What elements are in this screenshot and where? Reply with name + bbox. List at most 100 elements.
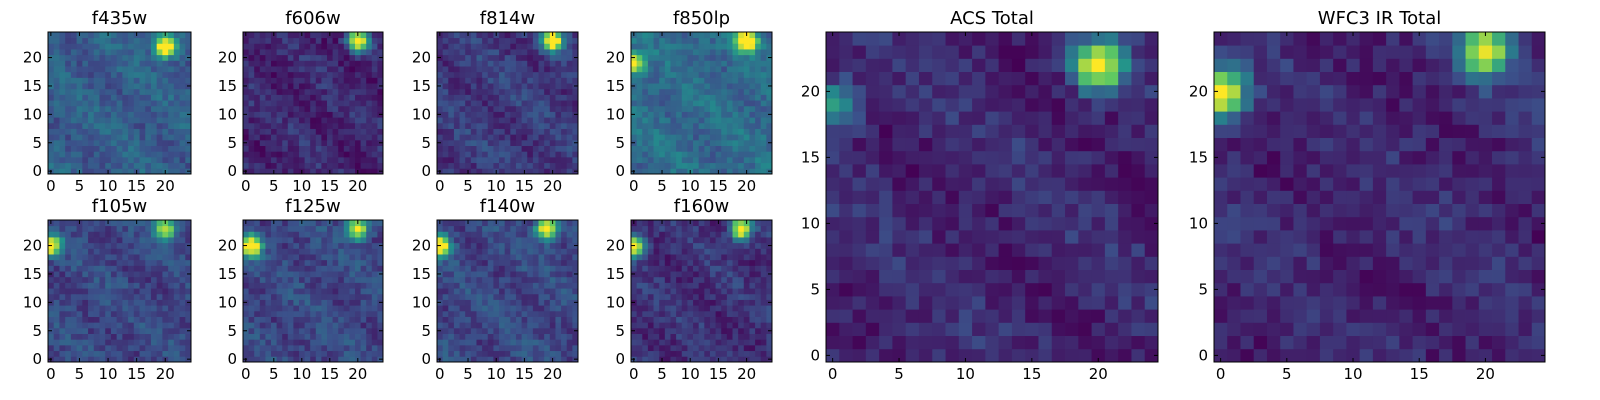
heatmap-cell [732,356,739,363]
heatmap-cell [133,322,140,329]
heatmap-cell [755,282,762,289]
heatmap-cell [538,83,545,90]
heatmap-cell [532,83,539,90]
heatmap-cell [732,145,739,152]
heatmap-cell [338,94,345,101]
heatmap-cell [360,316,367,323]
heatmap-cell [732,162,739,169]
heatmap-cell [343,282,350,289]
heatmap-cell [555,94,562,101]
heatmap-cell [538,231,545,238]
heatmap-cell [150,122,158,129]
heatmap-cell [459,66,466,73]
heatmap-cell [499,71,506,78]
heatmap-cell [470,134,477,141]
heatmap-cell [304,168,311,175]
heatmap-cell [721,54,728,61]
heatmap-cell [521,265,528,272]
heatmap-cell [259,288,266,295]
heatmap-cell [504,310,511,317]
heatmap-cell [133,100,140,107]
heatmap-cell [499,111,506,118]
heatmap-cell [544,43,551,50]
heatmap-cell [65,43,72,50]
heatmap-cell [459,231,466,238]
heatmap-cell [544,344,551,352]
heatmap-cell [693,282,700,289]
heatmap-cell [377,293,384,300]
heatmap-cell [676,105,683,112]
heatmap-cell [259,88,266,95]
heatmap-cell [676,168,683,175]
heatmap-cell [259,100,266,107]
heatmap-cell [377,94,384,101]
heatmap-cell [366,242,373,249]
heatmap-cell [631,105,638,112]
heatmap-cell [755,350,762,357]
heatmap-cell [343,242,350,249]
heatmap-cell [504,237,511,244]
heatmap-cell [721,60,728,67]
heatmap-cell [366,105,373,112]
heatmap-cell [366,77,373,84]
heatmap-cell [664,77,671,84]
heatmap-cell [636,32,643,39]
heatmap-cell [139,168,146,175]
heatmap-cell [482,43,489,50]
heatmap-cell [366,356,373,363]
heatmap-cell [515,100,522,107]
heatmap-cell [561,168,568,175]
heatmap-cell [377,88,384,95]
heatmap-cell [168,271,175,278]
heatmap-cell [544,282,551,289]
heatmap-cell [48,231,55,238]
heatmap-cell [65,299,72,306]
heatmap-cell [179,128,186,135]
heatmap-cell [499,83,506,90]
heatmap-cell [647,105,654,112]
heatmap-cell [133,37,140,44]
heatmap-cell [254,128,261,135]
heatmap-cell [145,88,152,95]
heatmap-cell [276,299,283,306]
heatmap-cell [248,231,255,238]
heatmap-cell [65,254,72,261]
heatmap-cell [76,350,83,357]
heatmap-cell [185,145,192,152]
heatmap-cell [521,333,528,340]
heatmap-cell [470,60,477,67]
heatmap-cell [156,293,163,300]
heatmap-cell [116,276,123,283]
heatmap-cell [332,356,339,363]
heatmap-cell [527,88,534,95]
heatmap-cell [360,105,367,112]
heatmap-cell [566,71,573,78]
heatmap-cell [343,288,350,295]
heatmap-cell [162,105,169,112]
heatmap-cell [721,71,728,78]
heatmap-cell [304,139,311,146]
heatmap-cell [110,128,118,135]
heatmap-cell [726,66,733,73]
heatmap-cell [755,94,762,101]
heatmap-cell [53,94,60,101]
heatmap-cell [355,117,361,124]
heatmap-cell [276,37,283,44]
heatmap-cell [349,66,356,73]
heatmap-cell [122,49,129,56]
heatmap-cell [715,156,722,164]
heatmap-cell [465,327,472,334]
heatmap-cell [65,32,72,39]
heatmap-cell [343,49,350,56]
heatmap-cell [664,117,671,124]
heatmap-cell [315,162,322,169]
heatmap-cell [487,237,494,244]
heatmap-cell [532,156,539,164]
heatmap-cell [636,66,643,73]
heatmap-cell [271,293,277,300]
heatmap-cell [653,43,660,50]
heatmap-cell [544,77,551,84]
heatmap-cell [510,71,517,78]
heatmap-cell [299,111,305,118]
heatmap-cell [738,122,745,129]
